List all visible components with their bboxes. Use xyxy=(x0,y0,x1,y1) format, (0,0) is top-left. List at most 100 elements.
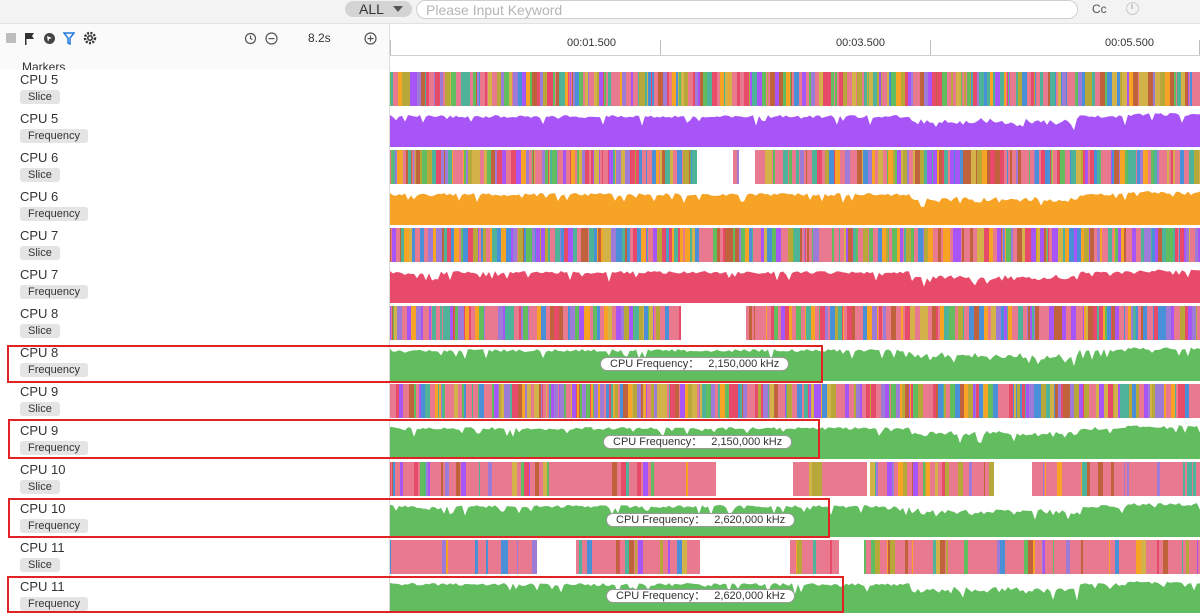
slice-block[interactable] xyxy=(1082,72,1085,106)
slice-block[interactable] xyxy=(907,306,908,340)
gear-icon[interactable] xyxy=(83,31,97,45)
slice-block[interactable] xyxy=(989,462,994,496)
slice-block[interactable] xyxy=(842,306,843,340)
slice-block[interactable] xyxy=(463,306,464,340)
slice-block[interactable] xyxy=(1133,72,1138,106)
slice-block[interactable] xyxy=(1115,228,1118,262)
slice-block[interactable] xyxy=(968,462,969,496)
slice-block[interactable] xyxy=(888,540,890,574)
slice-block[interactable] xyxy=(901,72,905,106)
slice-block[interactable] xyxy=(485,306,489,340)
slice-block[interactable] xyxy=(770,150,772,184)
slice-block[interactable] xyxy=(1169,150,1171,184)
slice-block[interactable] xyxy=(723,228,725,262)
slice-block[interactable] xyxy=(933,228,938,262)
slice-block[interactable] xyxy=(1138,72,1139,106)
slice-block[interactable] xyxy=(1120,150,1125,184)
slice-block[interactable] xyxy=(1158,306,1162,340)
slice-block[interactable] xyxy=(1103,150,1108,184)
slice-block[interactable] xyxy=(996,306,1001,340)
slice-block[interactable] xyxy=(706,384,711,418)
slice-block[interactable] xyxy=(501,540,504,574)
slice-block[interactable] xyxy=(1034,384,1036,418)
slice-block[interactable] xyxy=(1040,228,1044,262)
slice-block[interactable] xyxy=(1076,150,1081,184)
slice-block[interactable] xyxy=(463,540,464,574)
slice-block[interactable] xyxy=(1143,306,1147,340)
slice-block[interactable] xyxy=(420,228,424,262)
slice-block[interactable] xyxy=(831,384,836,418)
slice-block[interactable] xyxy=(466,150,468,184)
slice-block[interactable] xyxy=(953,72,956,106)
slice-block[interactable] xyxy=(790,72,791,106)
slice-block[interactable] xyxy=(869,72,873,106)
slice-block[interactable] xyxy=(927,150,932,184)
slice-block[interactable] xyxy=(651,462,654,496)
slice-block[interactable] xyxy=(750,72,752,106)
slice-block[interactable] xyxy=(973,462,976,496)
slice-block[interactable] xyxy=(1065,540,1066,574)
slice-block[interactable] xyxy=(839,228,840,262)
slice-block[interactable] xyxy=(1165,462,1168,496)
slice-block[interactable] xyxy=(797,228,800,262)
slice-block[interactable] xyxy=(688,462,693,496)
slice-block[interactable] xyxy=(1141,228,1144,262)
frequency-area[interactable] xyxy=(390,269,1200,304)
slice-block[interactable] xyxy=(1190,384,1193,418)
slice-block[interactable] xyxy=(627,228,630,262)
slice-block[interactable] xyxy=(920,150,924,184)
slice-block[interactable] xyxy=(811,72,815,106)
slice-block[interactable] xyxy=(1109,72,1112,106)
slice-block[interactable] xyxy=(1074,462,1078,496)
slice-block[interactable] xyxy=(923,462,925,496)
slice-block[interactable] xyxy=(877,72,879,106)
slice-block[interactable] xyxy=(928,228,933,262)
slice-block[interactable] xyxy=(801,306,805,340)
slice-block[interactable] xyxy=(429,306,431,340)
slice-block[interactable] xyxy=(789,306,792,340)
slice-block[interactable] xyxy=(864,72,867,106)
slice-block[interactable] xyxy=(964,306,969,340)
slice-block[interactable] xyxy=(990,72,993,106)
slice-block[interactable] xyxy=(1093,306,1097,340)
slice-block[interactable] xyxy=(669,72,672,106)
slice-block[interactable] xyxy=(1141,540,1146,574)
slice-block[interactable] xyxy=(1045,72,1048,106)
slice-block[interactable] xyxy=(492,384,494,418)
slice-block[interactable] xyxy=(1112,306,1115,340)
slice-block[interactable] xyxy=(551,72,553,106)
slice-block[interactable] xyxy=(542,384,543,418)
slice-block[interactable] xyxy=(484,462,486,496)
slice-block[interactable] xyxy=(788,228,793,262)
slice-block[interactable] xyxy=(648,306,649,340)
slice-block[interactable] xyxy=(793,384,797,418)
slice-block[interactable] xyxy=(1009,384,1013,418)
slice-block[interactable] xyxy=(786,384,787,418)
slice-block[interactable] xyxy=(860,384,862,418)
slice-block[interactable] xyxy=(878,228,881,262)
slice-block[interactable] xyxy=(442,540,446,574)
slice-block[interactable] xyxy=(513,72,518,106)
slice-block[interactable] xyxy=(1078,462,1081,496)
slice-block[interactable] xyxy=(481,228,483,262)
slice-block[interactable] xyxy=(819,228,823,262)
slice-block[interactable] xyxy=(647,384,651,418)
slice-block[interactable] xyxy=(1139,72,1144,106)
slice-block[interactable] xyxy=(434,462,436,496)
slice-block[interactable] xyxy=(886,72,887,106)
slice-block[interactable] xyxy=(1057,540,1058,574)
slice-block[interactable] xyxy=(942,462,945,496)
slice-block[interactable] xyxy=(592,540,593,574)
slice-block[interactable] xyxy=(425,462,426,496)
slice-block[interactable] xyxy=(1060,228,1063,262)
slice-block[interactable] xyxy=(785,384,786,418)
slice-block[interactable] xyxy=(1062,72,1066,106)
slice-block[interactable] xyxy=(1157,306,1158,340)
slice-block[interactable] xyxy=(1076,306,1079,340)
slice-block[interactable] xyxy=(1100,150,1101,184)
slice-block[interactable] xyxy=(1017,228,1022,262)
slice-block[interactable] xyxy=(438,540,442,574)
slice-block[interactable] xyxy=(503,306,505,340)
slice-block[interactable] xyxy=(1166,306,1171,340)
slice-block[interactable] xyxy=(550,150,552,184)
